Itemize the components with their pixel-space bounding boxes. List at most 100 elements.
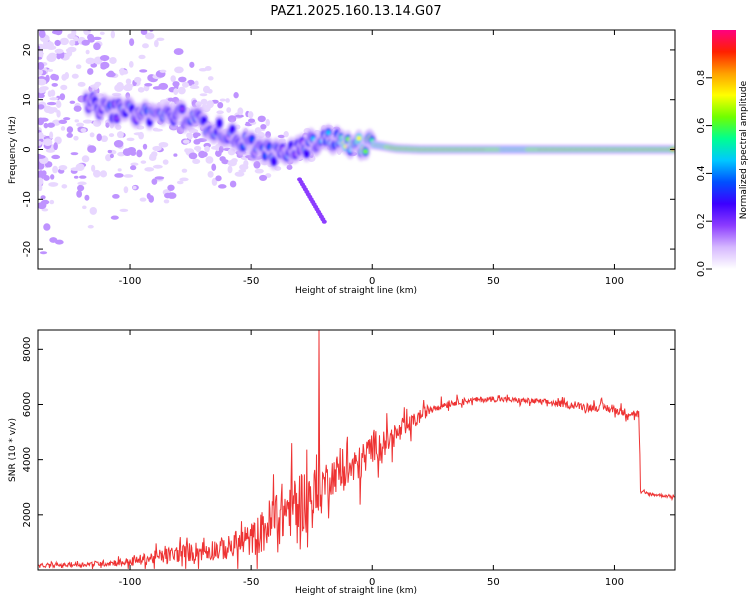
spectrogram-speckle: [38, 177, 44, 186]
x-tick-label: 0: [369, 276, 375, 287]
spectrogram-speckle: [49, 131, 54, 139]
spectrogram-speckle: [113, 140, 124, 148]
spectrogram-speckle: [80, 128, 87, 133]
spectrogram-speckle: [77, 185, 85, 191]
spectrogram-speckle: [69, 100, 76, 104]
colorbar-tick-label: 0.8: [696, 70, 707, 86]
spectrogram-speckle: [87, 145, 97, 153]
spectrogram-speckle: [47, 1, 53, 5]
spectrogram-speckle: [202, 85, 211, 94]
spectrogram-speckle: [129, 38, 135, 46]
ridge-core: [114, 115, 120, 121]
spectrogram-speckle: [42, 0, 46, 2]
spectrogram-speckle: [145, 32, 155, 40]
spectrogram-speckle: [253, 161, 261, 169]
spectrogram-speckle: [66, 126, 74, 134]
spectrogram-speckle: [100, 61, 110, 69]
spectrogram-speckle: [38, 88, 46, 94]
spectrogram-speckle: [71, 30, 77, 37]
spectrogram-speckle: [176, 180, 184, 185]
spectrogram-speckle: [216, 110, 224, 114]
ridge-core: [267, 144, 273, 150]
ridge-core: [229, 127, 235, 133]
spectrogram-speckle: [121, 85, 129, 90]
spectrogram-speckle: [167, 184, 175, 191]
spectrogram-speckle: [260, 123, 267, 130]
spectrogram-speckle: [149, 153, 157, 161]
spectrogram-speckle: [36, 6, 44, 10]
spectrogram-speckle: [149, 30, 154, 32]
spectrogram-speckle: [38, 68, 43, 76]
spectrogram-speckle: [84, 194, 90, 201]
spectrogram-speckle: [123, 186, 129, 194]
ridge-core: [201, 118, 207, 124]
spectrogram-speckle: [107, 149, 113, 154]
spectrogram-speckle: [109, 56, 117, 65]
spectrogram-speckle: [182, 139, 190, 144]
spectrogram-speckle: [69, 0, 74, 3]
spectrogram-speckle: [181, 81, 190, 88]
spectrogram-speckle: [139, 69, 148, 73]
spectrogram-speckle: [72, 14, 80, 18]
spectrogram-speckle: [277, 134, 286, 139]
spectrogram-speckle: [74, 119, 80, 123]
spectrogram-speckle: [148, 195, 155, 203]
spectrogram-speckle: [138, 131, 145, 140]
spectrogram-speckle: [140, 30, 148, 35]
snr-frame: [37, 329, 676, 571]
y-tick-label: 8000: [22, 337, 33, 362]
ridge-core: [271, 158, 277, 164]
spectrogram-speckle: [199, 93, 208, 97]
colorbar-gradient: [712, 30, 736, 269]
x-tick-label: 50: [487, 577, 500, 588]
spectrogram-speckle: [72, 20, 77, 25]
spectrogram-speckle: [105, 154, 112, 162]
spectrogram-speckle: [218, 145, 224, 153]
spectrogram-speckle: [38, 61, 45, 70]
spectrogram-speckle: [40, 195, 46, 200]
spectrogram-speckle: [85, 49, 90, 55]
spectrogram-speckle: [77, 81, 86, 87]
spectrogram-speckle: [38, 45, 41, 51]
spectrogram-speckle: [60, 126, 66, 131]
spectrogram-speckle: [48, 52, 57, 59]
x-tick-label: 50: [487, 276, 500, 287]
spectrogram-speckle: [217, 101, 224, 109]
spectrogram-speckle: [205, 156, 214, 164]
spectrogram-speckle: [184, 148, 190, 153]
spectrogram-speckle: [103, 15, 111, 19]
spectrogram-speckle: [211, 163, 217, 171]
chart-title: PAZ1.2025.160.13.14.G07: [270, 4, 441, 19]
spectrogram-speckle: [82, 119, 93, 124]
spectrogram-speckle: [105, 122, 110, 128]
spectrogram-speckle: [66, 132, 73, 138]
snr-panel: -100 -50 0 50 100 2000 4000 6000 8000 Height of…: [8, 329, 676, 596]
spectrogram-speckle: [219, 98, 226, 102]
spectrogram-speckle: [69, 39, 76, 46]
spectrogram-speckle: [51, 107, 58, 113]
spectrogram-speckle: [39, 26, 43, 29]
spectrogram-speckle: [54, 39, 61, 47]
spectrogram-speckle: [53, 142, 58, 151]
spectrogram-speckle: [42, 10, 49, 14]
ridge-core: [147, 119, 153, 125]
spectrogram-speckle: [132, 185, 137, 190]
spectrogram-speckle: [51, 82, 58, 87]
spectrogram-speckle: [92, 169, 101, 178]
spectrogram-speckle: [233, 92, 239, 99]
spectrogram-speckle: [63, 117, 71, 121]
spectrogram-speckle: [154, 176, 165, 180]
spectrogram-speckle: [54, 48, 64, 54]
spectrogram-speckle: [106, 71, 116, 78]
spectrogram-speckle: [88, 11, 98, 18]
spectrogram-speckle: [49, 97, 59, 101]
spectrogram-speckle: [38, 140, 43, 146]
y-tick-label: 0: [22, 146, 33, 152]
spectrogram-ridge: [81, 87, 675, 171]
spectrogram-speckle: [207, 76, 214, 81]
spectrogram-speckle: [87, 68, 94, 75]
spectrogram-speckle: [73, 36, 79, 42]
spectrogram-speckle: [163, 199, 170, 204]
spectrogram-speckle: [38, 30, 46, 38]
spectrogram-speckle: [61, 184, 68, 189]
